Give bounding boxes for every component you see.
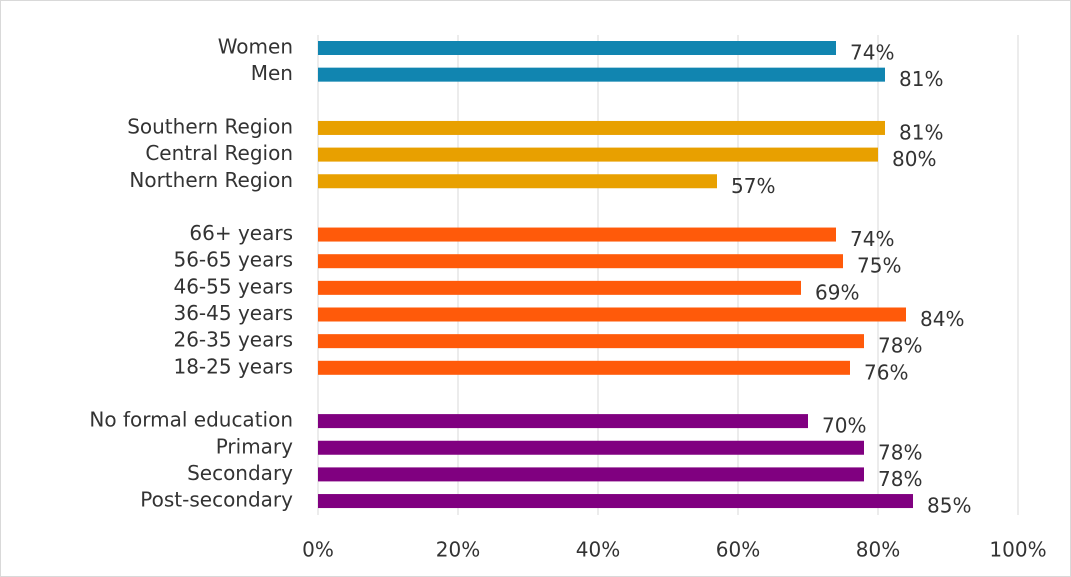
data-label: 78% [878,467,922,491]
x-tick-label: 80% [856,538,900,562]
x-tick-label: 100% [989,538,1046,562]
y-tick-label: 66+ years [189,221,293,245]
y-tick-label: 36-45 years [173,301,293,325]
bar [318,440,864,455]
x-tick-label: 0% [302,538,334,562]
data-label: 85% [927,494,971,518]
y-tick-label: Southern Region [127,114,293,138]
bar [318,467,864,482]
bar [318,254,843,269]
bar [318,67,885,82]
y-tick-label: Central Region [145,141,293,165]
bar [318,494,913,509]
bar [318,334,864,349]
y-tick-label: Secondary [187,461,293,485]
data-label: 80% [892,147,936,171]
data-label: 74% [850,227,894,251]
data-label: 57% [731,174,775,198]
y-tick-label: 18-25 years [173,354,293,378]
y-tick-label: 56-65 years [173,248,293,272]
bar [318,414,808,429]
data-label: 81% [899,120,943,144]
bar [318,227,836,242]
bar [318,307,906,322]
y-tick-label: 26-35 years [173,328,293,352]
bar [318,360,850,375]
y-tick-label: Northern Region [129,168,293,192]
bar [318,147,878,162]
data-label: 78% [878,334,922,358]
data-label: 76% [864,360,908,384]
x-tick-label: 20% [436,538,480,562]
y-tick-label: Primary [216,434,293,458]
data-label: 78% [878,440,922,464]
data-label: 75% [857,254,901,278]
data-label: 81% [899,67,943,91]
data-label: 84% [920,307,964,331]
bar [318,41,836,55]
y-tick-label: Post-secondary [140,488,293,512]
bar [318,280,801,295]
y-tick-label: Women [218,35,293,59]
bar [318,174,717,189]
y-tick-label: 46-55 years [173,274,293,298]
data-label: 74% [850,41,894,65]
bar [318,120,885,135]
data-label: 69% [815,280,859,304]
y-tick-label: Men [251,61,293,85]
y-tick-label: No formal education [89,408,293,432]
x-tick-label: 60% [716,538,760,562]
data-label: 70% [822,414,866,438]
x-tick-label: 40% [576,538,620,562]
